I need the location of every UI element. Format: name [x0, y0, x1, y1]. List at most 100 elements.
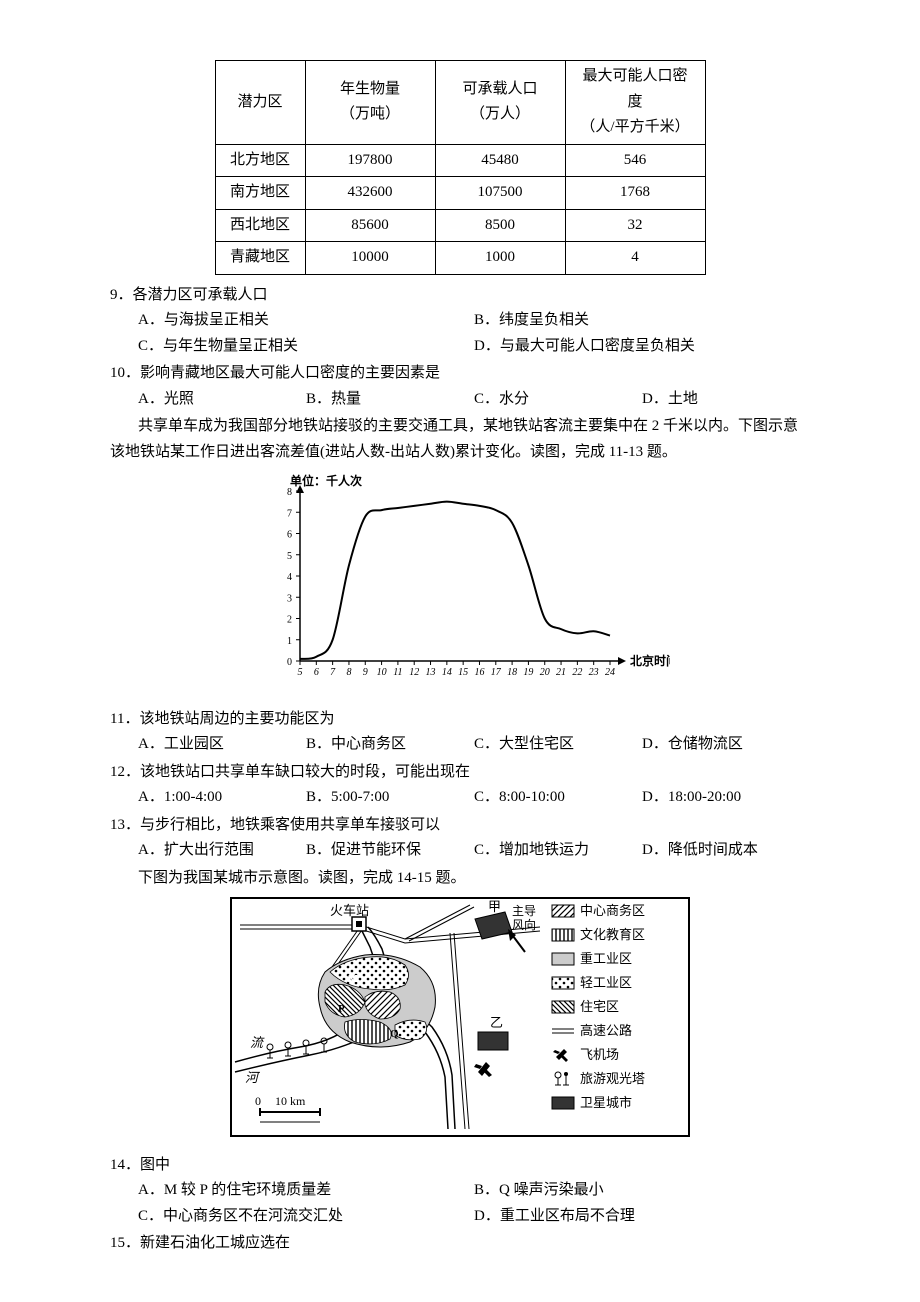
q9-opt-c: C．与年生物量呈正相关: [138, 334, 474, 360]
svg-text:11: 11: [393, 667, 402, 678]
q14-opt-d: D．重工业区布局不合理: [474, 1204, 810, 1230]
table-row: 南方地区 432600 107500 1768: [215, 177, 705, 210]
q11-opt-d: D．仓储物流区: [642, 732, 810, 758]
svg-text:单位：千人次: 单位：千人次: [290, 473, 362, 488]
q14-opt-c: C．中心商务区不在河流交汇处: [138, 1204, 474, 1230]
svg-text:19: 19: [523, 667, 533, 678]
q12-opt-c: C．8:00-10:00: [474, 785, 642, 811]
city-map-svg: 火车站甲主导风向乙MPQ流河010 km中心商务区文化教育区重工业区轻工业区住宅…: [230, 897, 690, 1137]
svg-text:甲: 甲: [488, 899, 501, 914]
city-map: 火车站甲主导风向乙MPQ流河010 km中心商务区文化教育区重工业区轻工业区住宅…: [110, 897, 810, 1147]
question-9: 9．各潜力区可承载人口 A．与海拔呈正相关 B．纬度呈负相关 C．与年生物量呈正…: [110, 283, 810, 360]
svg-text:15: 15: [458, 667, 468, 678]
q11-opt-a: A．工业园区: [138, 732, 306, 758]
q11-stem: 11．该地铁站周边的主要功能区为: [110, 707, 810, 733]
table-row: 青藏地区 10000 1000 4: [215, 242, 705, 275]
svg-text:18: 18: [507, 667, 517, 678]
flow-chart-svg: 单位：千人次0123456785678910111213141516171819…: [250, 471, 670, 691]
svg-text:22: 22: [572, 667, 582, 678]
flow-chart: 单位：千人次0123456785678910111213141516171819…: [110, 471, 810, 701]
svg-text:6: 6: [314, 667, 319, 678]
svg-text:5: 5: [287, 551, 292, 562]
svg-text:0: 0: [287, 657, 292, 668]
svg-text:主导: 主导: [512, 904, 536, 918]
svg-text:16: 16: [474, 667, 484, 678]
svg-text:13: 13: [426, 667, 436, 678]
svg-text:乙: 乙: [490, 1015, 503, 1030]
q10-stem: 10．影响青藏地区最大可能人口密度的主要因素是: [110, 361, 810, 387]
q14-stem: 14．图中: [110, 1153, 810, 1179]
q14-opt-b: B．Q 噪声污染最小: [474, 1178, 810, 1204]
q10-opt-d: D．土地: [642, 387, 810, 413]
svg-text:住宅区: 住宅区: [580, 999, 619, 1014]
svg-text:高速公路: 高速公路: [580, 1023, 632, 1038]
question-15: 15．新建石油化工城应选在: [110, 1231, 810, 1257]
q9-opt-d: D．与最大可能人口密度呈负相关: [474, 334, 810, 360]
svg-text:0: 0: [255, 1094, 261, 1108]
svg-text:旅游观光塔: 旅游观光塔: [580, 1071, 645, 1086]
svg-text:7: 7: [287, 508, 292, 519]
svg-text:风向: 风向: [512, 917, 536, 932]
q14-opt-a: A．M 较 P 的住宅环境质量差: [138, 1178, 474, 1204]
q9-opt-b: B．纬度呈负相关: [474, 308, 810, 334]
q11-opt-c: C．大型住宅区: [474, 732, 642, 758]
intro-11-13: 共享单车成为我国部分地铁站接驳的主要交通工具，某地铁站客流主要集中在 2 千米以…: [110, 414, 810, 465]
potential-table: 潜力区 年生物量 （万吨） 可承载人口 （万人） 最大可能人口密度 （人/平方千…: [215, 60, 706, 275]
svg-text:20: 20: [540, 667, 550, 678]
q10-opt-a: A．光照: [138, 387, 306, 413]
svg-text:8: 8: [346, 667, 351, 678]
svg-text:12: 12: [409, 667, 419, 678]
question-10: 10．影响青藏地区最大可能人口密度的主要因素是 A．光照 B．热量 C．水分 D…: [110, 361, 810, 412]
svg-text:24: 24: [605, 667, 615, 678]
question-11: 11．该地铁站周边的主要功能区为 A．工业园区 B．中心商务区 C．大型住宅区 …: [110, 707, 810, 758]
svg-text:7: 7: [330, 667, 336, 678]
svg-text:火车站: 火车站: [330, 903, 369, 918]
q12-opt-d: D．18:00-20:00: [642, 785, 810, 811]
q10-opt-b: B．热量: [306, 387, 474, 413]
svg-text:21: 21: [556, 667, 566, 678]
q12-opt-a: A．1:00-4:00: [138, 785, 306, 811]
svg-text:1: 1: [287, 636, 292, 647]
q15-stem: 15．新建石油化工城应选在: [110, 1231, 810, 1257]
question-12: 12．该地铁站口共享单车缺口较大的时段，可能出现在 A．1:00-4:00 B．…: [110, 760, 810, 811]
th-region: 潜力区: [215, 61, 305, 145]
table-row: 西北地区 85600 8500 32: [215, 209, 705, 242]
th-biomass: 年生物量 （万吨）: [305, 61, 435, 145]
th-density: 最大可能人口密度 （人/平方千米）: [565, 61, 705, 145]
svg-text:流: 流: [250, 1035, 265, 1050]
q9-stem: 9．各潜力区可承载人口: [110, 283, 810, 309]
svg-text:5: 5: [298, 667, 303, 678]
svg-text:10 km: 10 km: [275, 1094, 306, 1108]
table-header-row: 潜力区 年生物量 （万吨） 可承载人口 （万人） 最大可能人口密度 （人/平方千…: [215, 61, 705, 145]
q11-opt-b: B．中心商务区: [306, 732, 474, 758]
svg-text:M: M: [348, 973, 359, 985]
table-row: 北方地区 197800 45480 546: [215, 144, 705, 177]
svg-text:2: 2: [287, 615, 292, 626]
svg-text:9: 9: [363, 667, 368, 678]
svg-text:8: 8: [287, 487, 292, 498]
question-14: 14．图中 A．M 较 P 的住宅环境质量差 B．Q 噪声污染最小 C．中心商务…: [110, 1153, 810, 1230]
svg-text:Q: Q: [390, 1028, 399, 1040]
q13-opt-b: B．促进节能环保: [306, 838, 474, 864]
q13-stem: 13．与步行相比，地铁乘客使用共享单车接驳可以: [110, 813, 810, 839]
svg-text:3: 3: [287, 593, 292, 604]
svg-text:重工业区: 重工业区: [580, 951, 632, 966]
svg-text:轻工业区: 轻工业区: [580, 975, 632, 990]
svg-text:4: 4: [287, 572, 292, 583]
question-13: 13．与步行相比，地铁乘客使用共享单车接驳可以 A．扩大出行范围 B．促进节能环…: [110, 813, 810, 864]
q13-opt-a: A．扩大出行范围: [138, 838, 306, 864]
svg-text:中心商务区: 中心商务区: [580, 903, 645, 918]
svg-text:14: 14: [442, 667, 452, 678]
q12-stem: 12．该地铁站口共享单车缺口较大的时段，可能出现在: [110, 760, 810, 786]
th-capacity: 可承载人口 （万人）: [435, 61, 565, 145]
q13-opt-d: D．降低时间成本: [642, 838, 810, 864]
svg-text:6: 6: [287, 530, 292, 541]
q9-opt-a: A．与海拔呈正相关: [138, 308, 474, 334]
svg-text:北京时间: 北京时间: [630, 653, 670, 668]
svg-text:P: P: [338, 1003, 345, 1015]
svg-text:文化教育区: 文化教育区: [580, 927, 645, 942]
svg-text:飞机场: 飞机场: [580, 1047, 619, 1062]
svg-text:23: 23: [589, 667, 599, 678]
intro-14-15: 下图为我国某城市示意图。读图，完成 14-15 题。: [110, 866, 810, 892]
q10-opt-c: C．水分: [474, 387, 642, 413]
